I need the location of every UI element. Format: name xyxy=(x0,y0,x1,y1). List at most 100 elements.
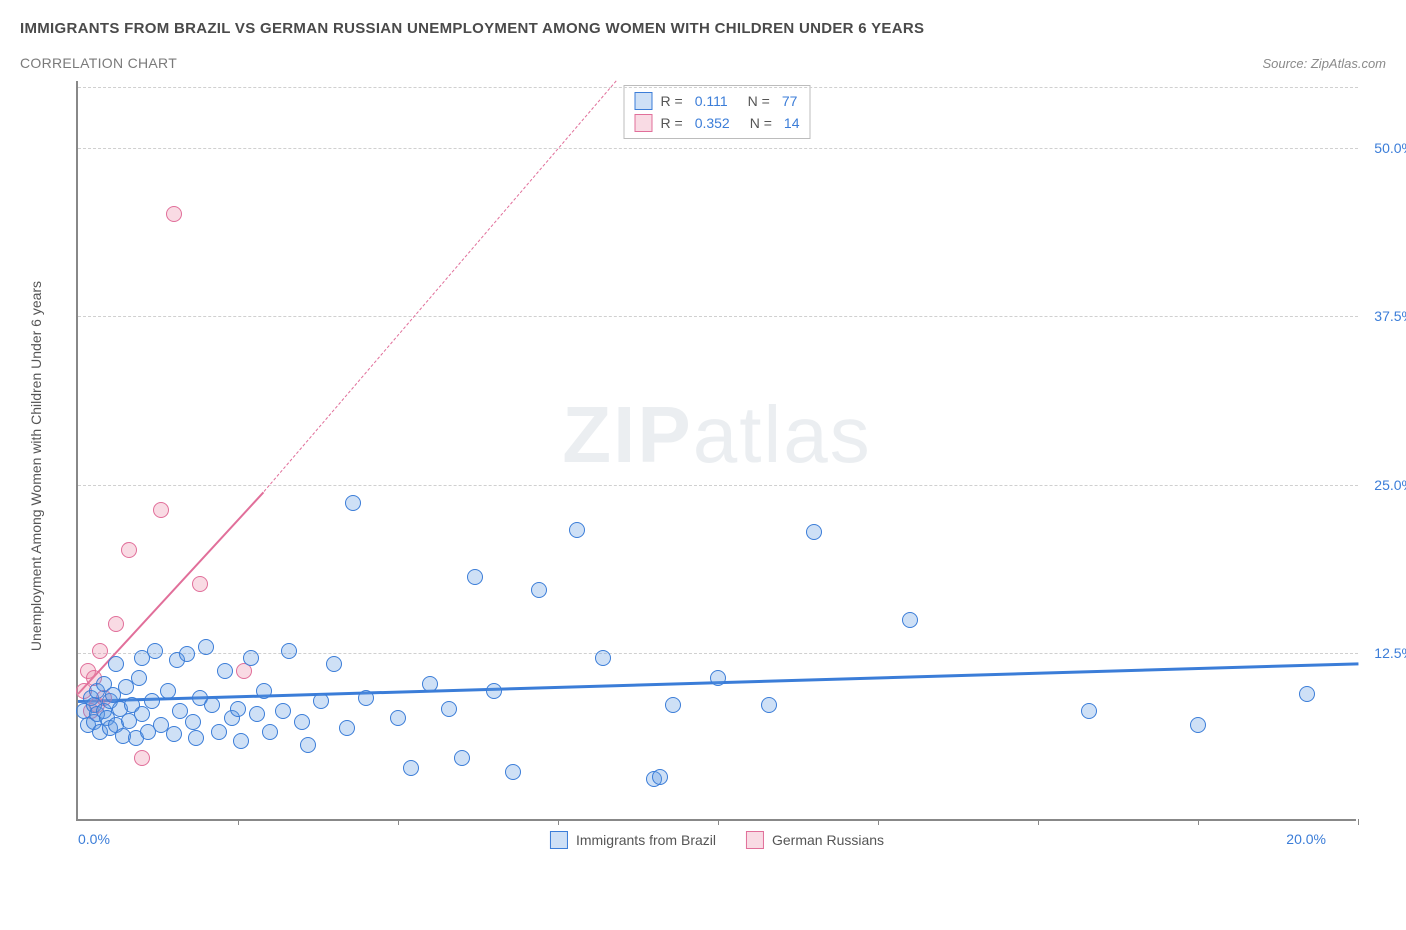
legend-n-value: 14 xyxy=(784,115,800,131)
data-point-series1 xyxy=(198,639,214,655)
data-point-series2 xyxy=(192,576,208,592)
x-tick xyxy=(398,819,399,825)
data-point-series1 xyxy=(422,676,438,692)
legend-r-value: 0.111 xyxy=(695,93,728,109)
data-point-series1 xyxy=(665,697,681,713)
legend-stats-box: R = 0.111 N = 77 R = 0.352 N = 14 xyxy=(624,85,811,139)
data-point-series1 xyxy=(454,750,470,766)
data-point-series1 xyxy=(281,643,297,659)
watermark: ZIPatlas xyxy=(562,389,871,481)
legend-n-label: N = xyxy=(750,115,772,131)
data-point-series1 xyxy=(486,683,502,699)
data-point-series1 xyxy=(160,683,176,699)
data-point-series1 xyxy=(185,714,201,730)
data-point-series1 xyxy=(595,650,611,666)
source-attribution: Source: ZipAtlas.com xyxy=(1262,56,1386,71)
data-point-series1 xyxy=(1081,703,1097,719)
data-point-series1 xyxy=(467,569,483,585)
legend-swatch xyxy=(635,92,653,110)
legend-n-label: N = xyxy=(748,93,770,109)
data-point-series1 xyxy=(569,522,585,538)
data-point-series1 xyxy=(300,737,316,753)
data-point-series1 xyxy=(256,683,272,699)
trend-line-extrapolated xyxy=(263,81,616,492)
data-point-series1 xyxy=(339,720,355,736)
data-point-series2 xyxy=(134,750,150,766)
watermark-bold: ZIP xyxy=(562,390,692,479)
data-point-series1 xyxy=(147,643,163,659)
grid-line xyxy=(78,653,1358,654)
data-point-series1 xyxy=(326,656,342,672)
x-tick xyxy=(1038,819,1039,825)
data-point-series1 xyxy=(313,693,329,709)
legend-series-label: Immigrants from Brazil xyxy=(576,832,716,848)
x-tick xyxy=(718,819,719,825)
chart-title: IMMIGRANTS FROM BRAZIL VS GERMAN RUSSIAN… xyxy=(20,20,1386,37)
data-point-series1 xyxy=(294,714,310,730)
data-point-series1 xyxy=(441,701,457,717)
data-point-series1 xyxy=(806,524,822,540)
x-tick xyxy=(1358,819,1359,825)
x-tick xyxy=(1198,819,1199,825)
legend-r-label: R = xyxy=(661,115,683,131)
legend-swatch xyxy=(550,831,568,849)
grid-line xyxy=(78,87,1358,88)
y-tick-label: 25.0% xyxy=(1374,477,1406,493)
data-point-series1 xyxy=(262,724,278,740)
data-point-series1 xyxy=(710,670,726,686)
y-tick-label: 50.0% xyxy=(1374,140,1406,156)
data-point-series1 xyxy=(108,656,124,672)
data-point-series1 xyxy=(243,650,259,666)
x-axis-min-label: 0.0% xyxy=(78,831,110,847)
y-axis-title: Unemployment Among Women with Children U… xyxy=(28,281,44,651)
watermark-light: atlas xyxy=(693,390,872,479)
data-point-series1 xyxy=(1299,686,1315,702)
data-point-series1 xyxy=(204,697,220,713)
x-tick xyxy=(878,819,879,825)
chart-container: IMMIGRANTS FROM BRAZIL VS GERMAN RUSSIAN… xyxy=(20,20,1386,910)
data-point-series1 xyxy=(233,733,249,749)
data-point-series2 xyxy=(92,643,108,659)
data-point-series1 xyxy=(761,697,777,713)
plot-inner: ZIPatlas R =0.111N =77R =0.352N =14 0.0%… xyxy=(76,81,1356,821)
data-point-series1 xyxy=(230,701,246,717)
data-point-series1 xyxy=(179,646,195,662)
data-point-series1 xyxy=(358,690,374,706)
legend-swatch xyxy=(635,114,653,132)
data-point-series1 xyxy=(505,764,521,780)
x-tick xyxy=(558,819,559,825)
data-point-series2 xyxy=(166,206,182,222)
data-point-series1 xyxy=(1190,717,1206,733)
legend-r-label: R = xyxy=(661,93,683,109)
data-point-series1 xyxy=(390,710,406,726)
legend-stat-row: R = 0.111 N = 77 xyxy=(635,90,800,112)
legend-r-value: 0.352 xyxy=(695,115,730,131)
data-point-series1 xyxy=(131,670,147,686)
legend-swatch xyxy=(746,831,764,849)
data-point-series1 xyxy=(531,582,547,598)
data-point-series1 xyxy=(217,663,233,679)
grid-line xyxy=(78,316,1358,317)
y-tick-label: 12.5% xyxy=(1374,645,1406,661)
x-axis-max-label: 20.0% xyxy=(1286,831,1326,847)
chart-subtitle: CORRELATION CHART xyxy=(20,55,177,71)
x-tick xyxy=(238,819,239,825)
y-tick-label: 37.5% xyxy=(1374,308,1406,324)
data-point-series1 xyxy=(902,612,918,628)
data-point-series1 xyxy=(211,724,227,740)
data-point-series1 xyxy=(652,769,668,785)
data-point-series2 xyxy=(153,502,169,518)
data-point-series1 xyxy=(345,495,361,511)
data-point-series1 xyxy=(144,693,160,709)
legend-series-item: Immigrants from Brazil xyxy=(550,831,716,849)
data-point-series1 xyxy=(249,706,265,722)
legend-series: Immigrants from BrazilGerman Russians xyxy=(550,831,884,849)
plot-area: Unemployment Among Women with Children U… xyxy=(76,81,1386,851)
data-point-series1 xyxy=(166,726,182,742)
data-point-series1 xyxy=(134,706,150,722)
data-point-series1 xyxy=(275,703,291,719)
legend-stat-row: R = 0.352 N = 14 xyxy=(635,112,800,134)
legend-n-value: 77 xyxy=(782,93,798,109)
grid-line xyxy=(78,148,1358,149)
data-point-series2 xyxy=(108,616,124,632)
